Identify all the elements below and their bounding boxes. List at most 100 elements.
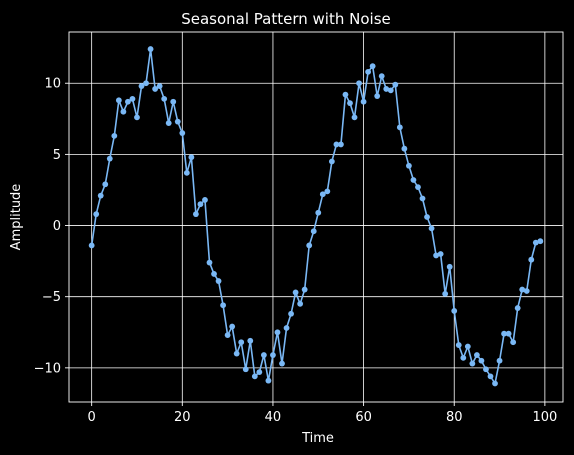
data-point xyxy=(455,342,462,348)
data-point xyxy=(406,162,412,169)
data-point xyxy=(224,332,231,339)
data-point xyxy=(451,308,458,314)
data-point xyxy=(188,154,195,161)
x-tick-label: 40 xyxy=(265,410,282,425)
data-point xyxy=(202,197,208,203)
y-tick-label: 5 xyxy=(53,148,61,163)
data-point xyxy=(514,305,521,311)
data-point xyxy=(356,80,362,87)
data-point xyxy=(129,95,136,102)
data-point xyxy=(143,80,149,87)
data-point xyxy=(460,354,467,361)
data-point xyxy=(469,360,476,367)
y-tick-label: −10 xyxy=(34,361,61,376)
data-point xyxy=(170,98,177,105)
x-tick-label: 80 xyxy=(446,410,463,425)
data-point xyxy=(365,68,372,75)
data-point xyxy=(233,350,240,357)
data-point xyxy=(88,242,95,249)
data-point xyxy=(111,132,118,139)
data-point xyxy=(251,373,258,380)
data-point xyxy=(120,108,127,115)
data-point xyxy=(428,225,435,232)
data-point xyxy=(192,211,199,218)
data-point xyxy=(442,290,449,297)
data-point xyxy=(115,97,122,104)
tick-marks: 0 20 40 60 80 100 −10 −5 0 5 10 xyxy=(34,77,558,425)
x-axis-label: Time xyxy=(301,431,334,446)
data-point xyxy=(419,195,426,202)
data-point xyxy=(152,86,159,92)
y-axis-label: Amplitude xyxy=(9,184,24,251)
y-tick-label: −5 xyxy=(42,290,61,305)
data-point xyxy=(519,286,526,293)
data-point xyxy=(347,100,353,107)
data-point xyxy=(392,81,399,88)
data-point xyxy=(238,339,245,346)
data-point xyxy=(274,329,281,336)
data-point xyxy=(532,239,539,246)
data-point xyxy=(319,191,326,198)
data-point xyxy=(174,118,181,125)
data-point xyxy=(437,251,444,257)
data-point xyxy=(383,86,390,92)
data-point xyxy=(492,380,498,387)
data-point xyxy=(147,46,154,52)
chart-title: Seasonal Pattern with Noise xyxy=(181,10,391,28)
data-point xyxy=(396,124,403,131)
plot-frame xyxy=(68,31,564,403)
data-point xyxy=(138,83,145,89)
data-point xyxy=(165,120,172,126)
data-point xyxy=(93,211,100,218)
data-point xyxy=(279,360,285,367)
data-point xyxy=(473,352,480,358)
data-point xyxy=(510,339,517,346)
x-tick-label: 100 xyxy=(532,410,557,425)
x-tick-label: 60 xyxy=(355,410,372,425)
data-point xyxy=(378,73,385,80)
data-point xyxy=(487,373,494,380)
data-point xyxy=(306,242,313,249)
data-point xyxy=(315,209,322,216)
data-point xyxy=(197,201,204,208)
data-point xyxy=(102,181,109,188)
data-point xyxy=(97,192,104,199)
axes xyxy=(68,31,564,403)
series-line xyxy=(90,48,541,385)
data-point xyxy=(496,357,503,364)
data-point xyxy=(328,158,335,165)
data-point xyxy=(134,114,140,121)
x-tick-label: 0 xyxy=(88,410,96,425)
data-point xyxy=(247,337,254,344)
data-point xyxy=(161,95,168,102)
data-point xyxy=(229,323,236,330)
data-point xyxy=(374,93,381,99)
data-point xyxy=(351,114,358,121)
data-point xyxy=(297,300,304,307)
data-point xyxy=(387,87,394,94)
y-tick-label: 10 xyxy=(44,77,61,92)
data-point xyxy=(424,214,430,220)
data-point xyxy=(342,91,349,98)
grid-lines xyxy=(69,32,563,402)
data-point xyxy=(360,98,367,105)
data-point xyxy=(256,369,263,376)
data-point xyxy=(464,343,471,350)
data-point xyxy=(211,271,217,277)
data-point xyxy=(206,259,213,266)
data-point xyxy=(324,188,331,195)
data-point xyxy=(501,330,507,337)
data-point xyxy=(401,145,408,152)
data-point xyxy=(242,366,249,373)
data-point xyxy=(528,256,535,263)
data-point xyxy=(283,325,290,331)
data-point xyxy=(125,98,131,105)
data-point xyxy=(433,252,440,259)
data-point xyxy=(183,169,190,176)
data-point xyxy=(310,228,317,235)
x-tick-label: 20 xyxy=(174,410,191,425)
series-group xyxy=(88,46,544,387)
data-point xyxy=(523,288,530,294)
